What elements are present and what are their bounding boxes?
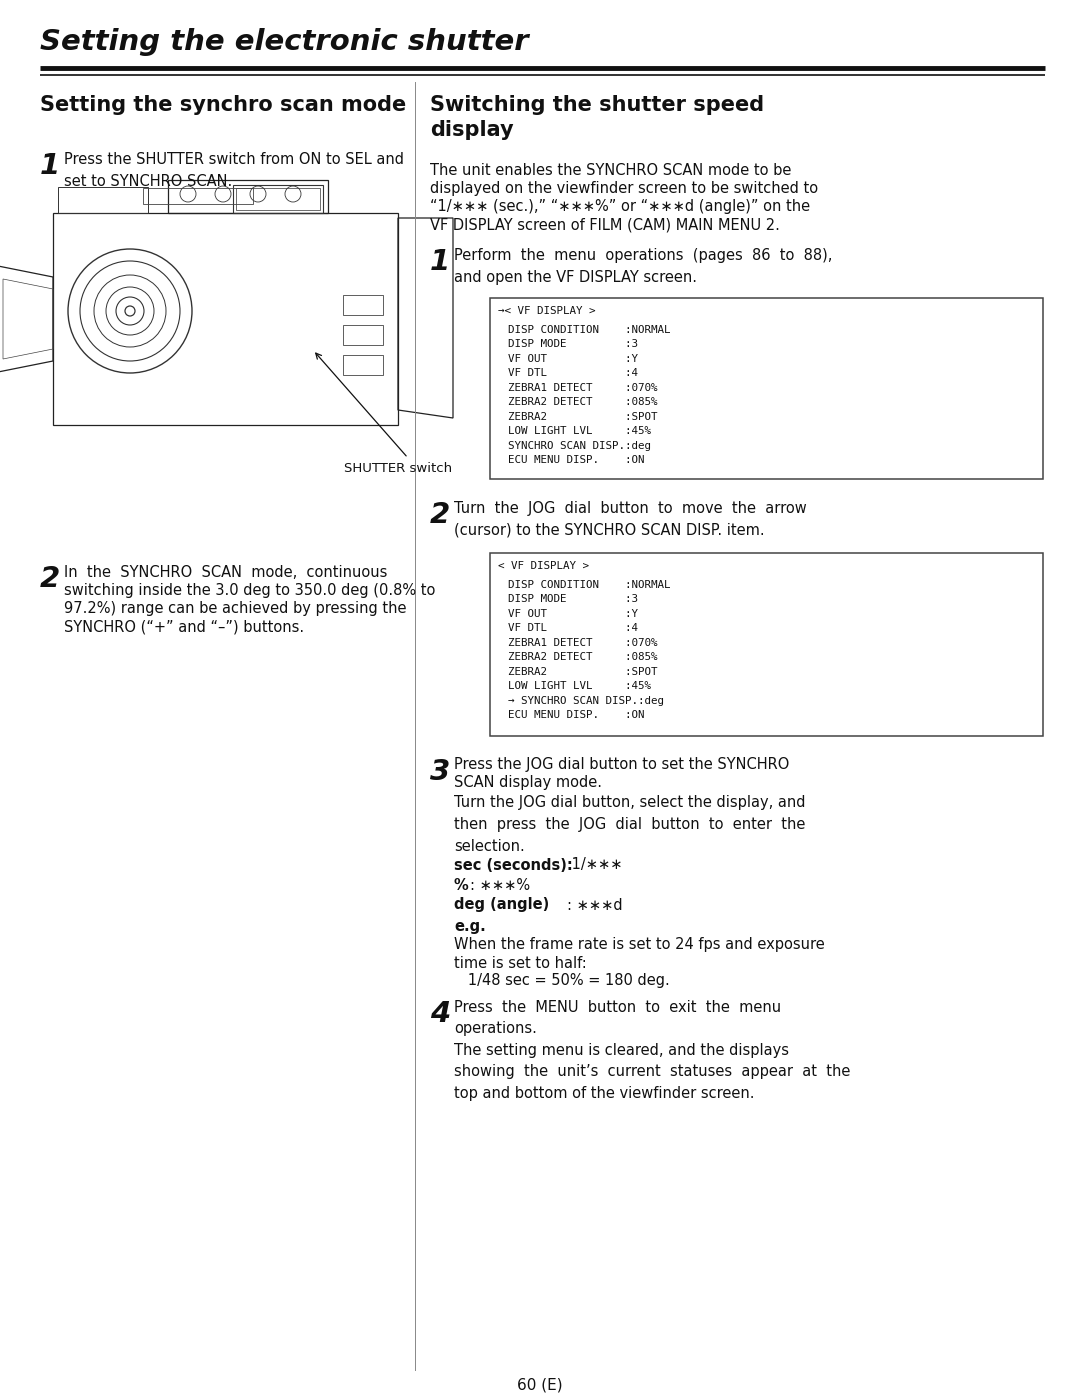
Bar <box>343 326 383 345</box>
Text: LOW LIGHT LVL     :45%: LOW LIGHT LVL :45% <box>508 682 651 692</box>
Bar <box>237 189 320 210</box>
Text: 1: 1 <box>40 152 60 180</box>
Text: DISP CONDITION    :NORMAL: DISP CONDITION :NORMAL <box>508 326 671 335</box>
Text: →< VF DISPLAY >: →< VF DISPLAY > <box>498 306 595 316</box>
Text: 1/∗∗∗: 1/∗∗∗ <box>567 858 622 873</box>
Text: < VF DISPLAY >: < VF DISPLAY > <box>498 560 589 571</box>
Text: Perform  the  menu  operations  (pages  86  to  88),
and open the VF DISPLAY scr: Perform the menu operations (pages 86 to… <box>454 249 833 285</box>
Text: VF DTL            :4: VF DTL :4 <box>508 369 638 379</box>
Text: Switching the shutter speed: Switching the shutter speed <box>430 95 765 115</box>
Text: VF OUT            :Y: VF OUT :Y <box>508 353 638 363</box>
Text: VF DISPLAY screen of FILM (CAM) MAIN MENU 2.: VF DISPLAY screen of FILM (CAM) MAIN MEN… <box>430 217 780 232</box>
FancyBboxPatch shape <box>490 553 1043 735</box>
Text: VF OUT            :Y: VF OUT :Y <box>508 609 638 619</box>
Text: : ∗∗∗d: : ∗∗∗d <box>567 897 623 912</box>
Text: %: % <box>454 877 469 893</box>
Text: Setting the synchro scan mode: Setting the synchro scan mode <box>40 95 406 115</box>
Bar <box>343 355 383 374</box>
Text: Turn  the  JOG  dial  button  to  move  the  arrow
(cursor) to the SYNCHRO SCAN : Turn the JOG dial button to move the arr… <box>454 500 807 538</box>
Text: 3: 3 <box>430 757 450 785</box>
Text: The unit enables the SYNCHRO SCAN mode to be: The unit enables the SYNCHRO SCAN mode t… <box>430 163 792 177</box>
Text: DISP CONDITION    :NORMAL: DISP CONDITION :NORMAL <box>508 580 671 590</box>
Text: SHUTTER switch: SHUTTER switch <box>343 462 453 475</box>
Text: display: display <box>430 120 514 140</box>
Text: ECU MENU DISP.    :ON: ECU MENU DISP. :ON <box>508 455 645 465</box>
Bar <box>143 189 253 204</box>
Text: SYNCHRO (“+” and “–”) buttons.: SYNCHRO (“+” and “–”) buttons. <box>64 619 305 634</box>
Bar <box>233 184 323 212</box>
Text: DISP MODE         :3: DISP MODE :3 <box>508 594 638 604</box>
FancyBboxPatch shape <box>490 298 1043 479</box>
Text: 60 (E): 60 (E) <box>517 1377 563 1393</box>
Text: DISP MODE         :3: DISP MODE :3 <box>508 339 638 349</box>
Text: VF DTL            :4: VF DTL :4 <box>508 623 638 633</box>
Text: Press the SHUTTER switch from ON to SEL and
set to SYNCHRO SCAN.: Press the SHUTTER switch from ON to SEL … <box>64 152 404 189</box>
Text: 2: 2 <box>40 564 60 592</box>
Text: LOW LIGHT LVL     :45%: LOW LIGHT LVL :45% <box>508 426 651 436</box>
Text: In  the  SYNCHRO  SCAN  mode,  continuous: In the SYNCHRO SCAN mode, continuous <box>64 564 388 580</box>
Text: SYNCHRO SCAN DISP.:deg: SYNCHRO SCAN DISP.:deg <box>508 441 651 451</box>
Text: ZEBRA1 DETECT     :070%: ZEBRA1 DETECT :070% <box>508 383 658 393</box>
Text: Press the JOG dial button to set the SYNCHRO: Press the JOG dial button to set the SYN… <box>454 757 789 773</box>
Bar <box>343 295 383 314</box>
Text: 2: 2 <box>430 500 450 528</box>
Text: 1/48 sec = 50% = 180 deg.: 1/48 sec = 50% = 180 deg. <box>454 974 670 989</box>
Text: “1/∗∗∗ (sec.),” “∗∗∗%” or “∗∗∗d (angle)” on the: “1/∗∗∗ (sec.),” “∗∗∗%” or “∗∗∗d (angle)”… <box>430 198 810 214</box>
Text: Press  the  MENU  button  to  exit  the  menu
operations.
The setting menu is cl: Press the MENU button to exit the menu o… <box>454 999 850 1101</box>
Text: sec (seconds):: sec (seconds): <box>454 858 572 873</box>
Text: ZEBRA2 DETECT     :085%: ZEBRA2 DETECT :085% <box>508 397 658 408</box>
Text: : ∗∗∗%: : ∗∗∗% <box>470 877 530 893</box>
Text: 1: 1 <box>430 249 450 277</box>
Text: Turn the JOG dial button, select the display, and
then  press  the  JOG  dial  b: Turn the JOG dial button, select the dis… <box>454 795 806 854</box>
Text: When the frame rate is set to 24 fps and exposure: When the frame rate is set to 24 fps and… <box>454 937 825 953</box>
Text: 4: 4 <box>430 999 450 1028</box>
Text: displayed on the viewfinder screen to be switched to: displayed on the viewfinder screen to be… <box>430 182 819 196</box>
Text: 97.2%) range can be achieved by pressing the: 97.2%) range can be achieved by pressing… <box>64 601 406 616</box>
Text: switching inside the 3.0 deg to 350.0 deg (0.8% to: switching inside the 3.0 deg to 350.0 de… <box>64 583 435 598</box>
Text: ZEBRA2            :SPOT: ZEBRA2 :SPOT <box>508 666 658 676</box>
Text: → SYNCHRO SCAN DISP.:deg: → SYNCHRO SCAN DISP.:deg <box>508 696 664 705</box>
Text: ZEBRA2 DETECT     :085%: ZEBRA2 DETECT :085% <box>508 652 658 662</box>
Bar <box>58 187 148 212</box>
Text: ZEBRA1 DETECT     :070%: ZEBRA1 DETECT :070% <box>508 637 658 648</box>
Text: ECU MENU DISP.    :ON: ECU MENU DISP. :ON <box>508 710 645 719</box>
Text: ZEBRA2            :SPOT: ZEBRA2 :SPOT <box>508 412 658 422</box>
Text: deg (angle): deg (angle) <box>454 897 550 912</box>
Text: SCAN display mode.: SCAN display mode. <box>454 775 602 791</box>
Text: e.g.: e.g. <box>454 919 486 935</box>
Text: Setting the electronic shutter: Setting the electronic shutter <box>40 28 528 56</box>
Text: time is set to half:: time is set to half: <box>454 956 586 971</box>
